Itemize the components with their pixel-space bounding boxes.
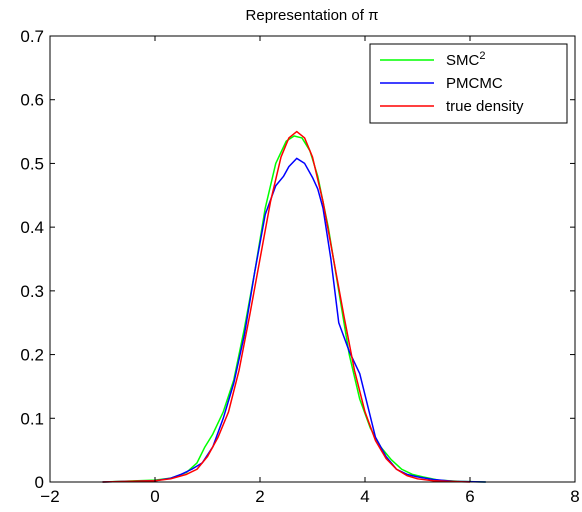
x-tick-label: 0 — [150, 487, 159, 506]
y-tick-label: 0.1 — [20, 409, 44, 428]
plot-frame — [49, 35, 576, 483]
series-line-1 — [102, 157, 486, 483]
legend-label: SMC2 — [446, 50, 485, 69]
plot-curves — [102, 130, 486, 483]
y-tick-label: 0.4 — [20, 218, 44, 237]
legend-label: true density — [446, 98, 524, 115]
x-tick-label: 4 — [360, 487, 369, 506]
y-tick-label: 0.7 — [20, 27, 44, 46]
y-tick-label: 0.2 — [20, 346, 44, 365]
x-tick-label: 2 — [255, 487, 264, 506]
x-tick-label: −2 — [40, 487, 59, 506]
y-tick-label: 0.6 — [20, 91, 44, 110]
axis-ticks: −2 0 2 4 6 800.10.20.30.40.50.60.7 — [20, 27, 579, 506]
x-tick-label: 6 — [465, 487, 474, 506]
y-tick-label: 0.3 — [20, 282, 44, 301]
y-tick-label: 0 — [35, 473, 44, 492]
y-tick-label: 0.5 — [20, 154, 44, 173]
legend: SMC2 PMCMC true density — [369, 43, 568, 124]
legend-label: PMCMC — [446, 75, 503, 92]
series-line-2 — [102, 130, 471, 483]
x-tick-label: 8 — [570, 487, 579, 506]
chart-title: Representation of π — [246, 7, 379, 24]
series-line-0 — [102, 135, 486, 483]
